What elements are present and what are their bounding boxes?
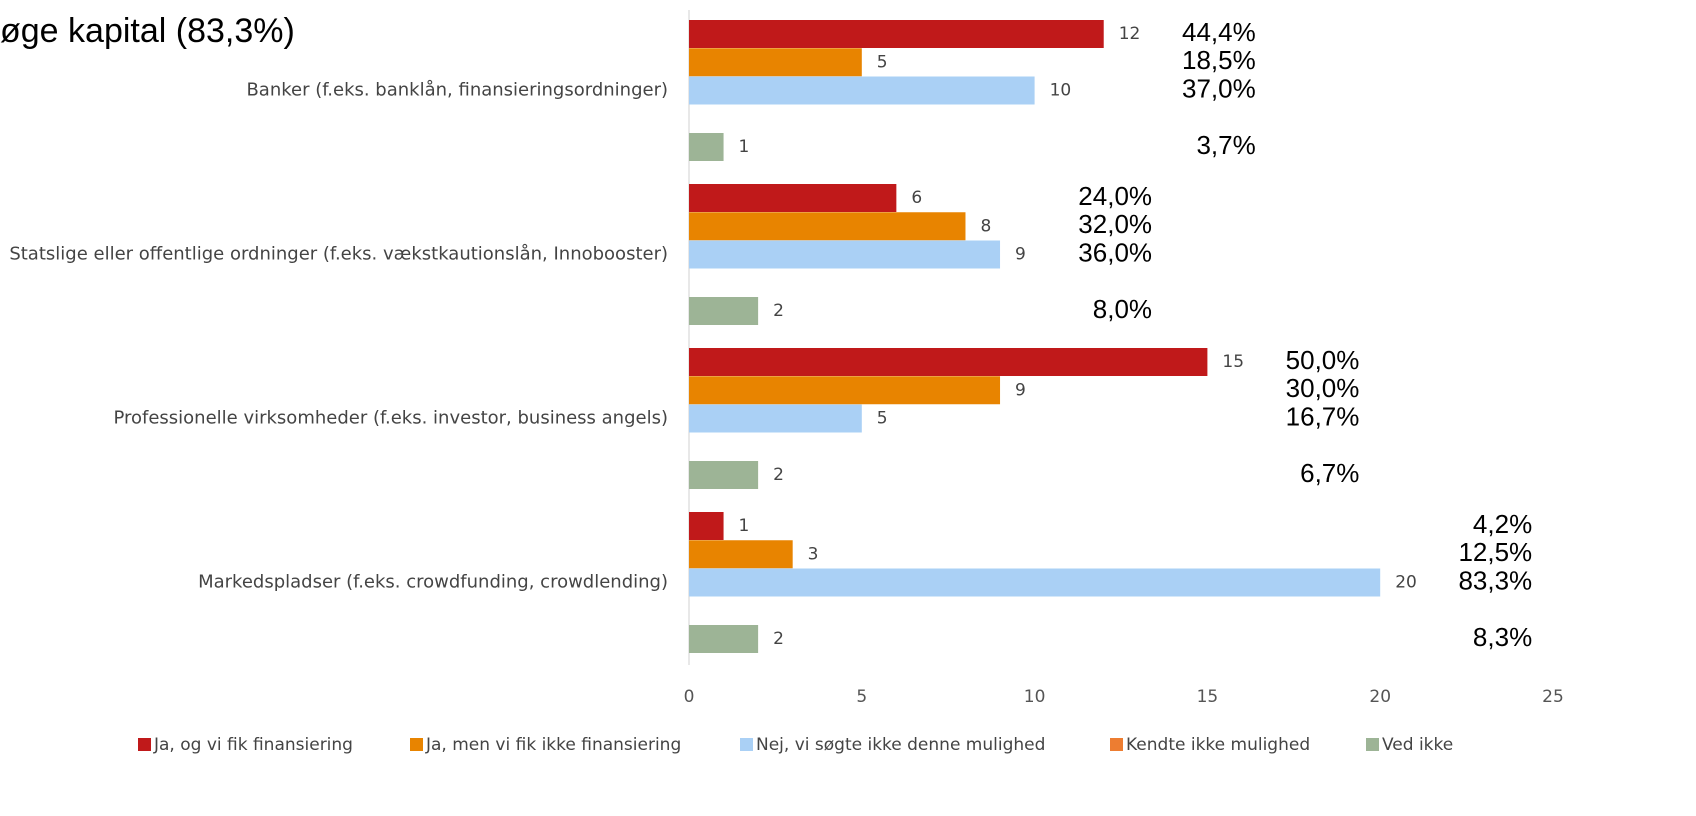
- legend-label: Nej, vi søgte ikke denne mulighed: [756, 735, 1045, 755]
- x-tick-label: 0: [684, 687, 695, 707]
- percent-label: 12,5%: [1458, 537, 1532, 567]
- bar: [689, 376, 1001, 405]
- bar: [689, 133, 724, 161]
- percent-label: 18,5%: [1182, 45, 1256, 75]
- legend-swatch: [740, 738, 753, 751]
- legend-label: Kendte ikke mulighed: [1126, 735, 1310, 755]
- bar: [689, 625, 759, 653]
- legend-swatch: [410, 738, 423, 751]
- x-tick-label: 15: [1197, 687, 1219, 707]
- legend-swatch: [138, 738, 151, 751]
- x-tick-label: 5: [856, 687, 867, 707]
- chart-title: øge kapital (83,3%): [0, 12, 295, 50]
- legend-label: Ved ikke: [1382, 735, 1453, 755]
- x-tick-label: 10: [1024, 687, 1046, 707]
- value-label: 5: [877, 409, 888, 429]
- percent-label: 16,7%: [1286, 401, 1360, 431]
- bar: [689, 540, 793, 569]
- value-label: 5: [877, 52, 888, 72]
- bar: [689, 512, 724, 540]
- value-label: 15: [1222, 352, 1244, 372]
- bar: [689, 240, 1001, 269]
- legend-label: Ja, og vi fik finansiering: [153, 735, 353, 755]
- x-tick-label: 20: [1369, 687, 1391, 707]
- category-label: Banker (f.eks. banklån, finansieringsord…: [246, 80, 668, 101]
- percent-label: 83,3%: [1458, 565, 1532, 595]
- percent-label: 4,2%: [1473, 509, 1532, 539]
- legend-label: Ja, men vi fik ikke finansiering: [425, 735, 681, 755]
- percent-label: 8,3%: [1473, 622, 1532, 652]
- value-label: 2: [773, 629, 784, 649]
- bar: [689, 568, 1381, 597]
- percent-label: 8,0%: [1093, 294, 1152, 324]
- percent-label: 6,7%: [1300, 458, 1359, 488]
- legend-swatch: [1366, 738, 1379, 751]
- percent-label: 50,0%: [1286, 345, 1360, 375]
- value-label: 1: [739, 516, 750, 536]
- x-tick-label: 25: [1542, 687, 1564, 707]
- legend-swatch: [1110, 738, 1123, 751]
- bar: [689, 212, 966, 241]
- value-label: 2: [773, 465, 784, 485]
- bar: [689, 297, 759, 325]
- value-label: 8: [980, 216, 991, 236]
- bar: [689, 48, 862, 77]
- bar: [689, 184, 897, 212]
- value-label: 9: [1015, 245, 1026, 265]
- bar: [689, 76, 1035, 105]
- bar: [689, 348, 1208, 376]
- value-label: 2: [773, 301, 784, 321]
- percent-label: 3,7%: [1196, 130, 1255, 160]
- value-label: 20: [1395, 573, 1417, 593]
- percent-label: 37,0%: [1182, 73, 1256, 103]
- percent-label: 30,0%: [1286, 373, 1360, 403]
- category-label: Markedspladser (f.eks. crowdfunding, cro…: [198, 572, 668, 593]
- value-label: 3: [808, 544, 819, 564]
- bar: [689, 20, 1104, 48]
- percent-label: 44,4%: [1182, 17, 1256, 47]
- bar: [689, 404, 862, 433]
- category-label: Statslige eller offentlige ordninger (f.…: [9, 244, 668, 265]
- value-label: 1: [739, 137, 750, 157]
- value-label: 9: [1015, 380, 1026, 400]
- value-label: 12: [1119, 24, 1141, 44]
- value-label: 6: [911, 188, 922, 208]
- bar: [689, 461, 759, 489]
- percent-label: 32,0%: [1078, 209, 1152, 239]
- category-label: Professionelle virksomheder (f.eks. inve…: [113, 408, 668, 429]
- percent-label: 24,0%: [1078, 181, 1152, 211]
- percent-label: 36,0%: [1078, 237, 1152, 267]
- value-label: 10: [1050, 81, 1072, 101]
